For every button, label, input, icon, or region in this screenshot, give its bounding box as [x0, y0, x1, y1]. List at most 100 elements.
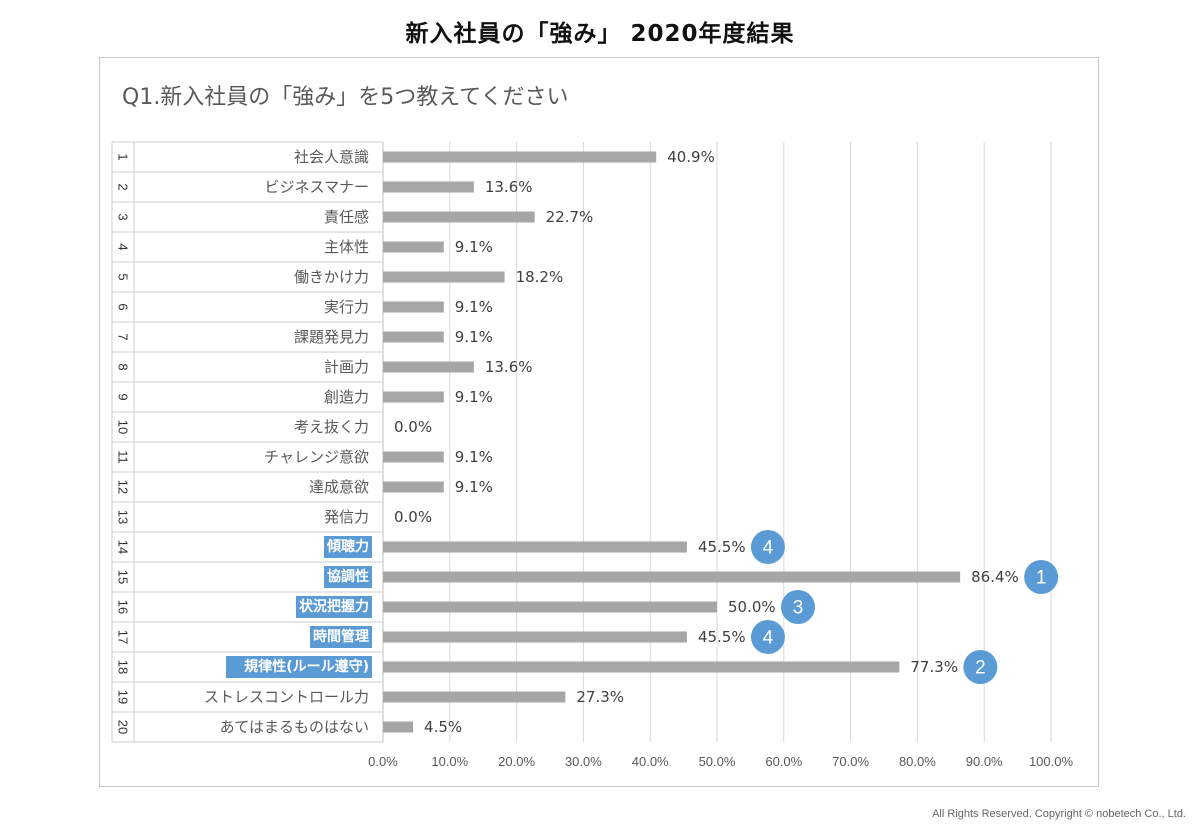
category-label: ストレスコントロール力	[204, 688, 369, 706]
category-label: 社会人意識	[294, 148, 369, 166]
value-label: 9.1%	[455, 448, 493, 466]
bar	[383, 151, 657, 163]
x-tick-label: 20.0%	[498, 754, 535, 769]
bar	[383, 691, 566, 703]
value-label: 9.1%	[455, 238, 493, 256]
rank-badge	[781, 590, 815, 624]
category-label: 協調性	[327, 568, 369, 585]
row-number: 5	[116, 273, 131, 280]
bar	[383, 571, 961, 583]
value-label: 18.2%	[516, 268, 564, 286]
bar	[383, 721, 414, 733]
category-label: 考え抜く力	[294, 418, 369, 436]
row-number: 10	[116, 420, 131, 434]
value-label: 86.4%	[971, 568, 1019, 586]
row-number: 6	[116, 303, 131, 310]
category-label: 傾聴力	[326, 538, 369, 555]
x-tick-label: 50.0%	[699, 754, 736, 769]
row-number: 13	[116, 510, 131, 524]
bar	[383, 181, 474, 193]
page-title: 新入社員の「強み」 2020年度結果	[405, 21, 795, 47]
rank-number: 3	[793, 598, 804, 619]
x-tick-label: 100.0%	[1029, 754, 1074, 769]
x-tick-label: 80.0%	[899, 754, 936, 769]
rank-number: 4	[763, 628, 774, 649]
x-tick-label: 10.0%	[431, 754, 468, 769]
x-tick-label: 30.0%	[565, 754, 602, 769]
category-label: 規律性(ルール遵守)	[244, 658, 369, 675]
category-label: 主体性	[324, 238, 369, 256]
category-label: 達成意欲	[309, 478, 369, 496]
rank-number: 4	[763, 538, 774, 559]
row-number: 19	[116, 690, 131, 704]
value-label: 9.1%	[455, 478, 493, 496]
highlight-label-background	[296, 596, 372, 618]
row-number: 12	[116, 480, 131, 494]
row-number: 8	[116, 363, 131, 370]
value-label: 27.3%	[576, 688, 624, 706]
value-label: 4.5%	[424, 718, 462, 736]
row-number: 4	[116, 243, 131, 250]
value-label: 50.0%	[728, 598, 776, 616]
chart-panel: Q1.新入社員の「強み」を5つ教えてください 1 社会人意識 40.9% 2 ビジネスマナ…	[99, 57, 1099, 787]
category-label: あてはまるものはない	[220, 718, 369, 736]
bar	[383, 211, 535, 223]
highlight-label-background	[310, 626, 372, 648]
bar-chart: Q1.新入社員の「強み」を5つ教えてください 1 社会人意識 40.9% 2 ビジネスマナ…	[111, 85, 1074, 769]
x-tick-label: 40.0%	[632, 754, 669, 769]
category-label: チャレンジ意欲	[264, 448, 369, 466]
x-tick-label: 70.0%	[832, 754, 869, 769]
value-label: 9.1%	[455, 388, 493, 406]
highlight-label-background	[324, 536, 372, 558]
value-label: 22.7%	[546, 208, 594, 226]
bar	[383, 601, 717, 613]
x-tick-label: 60.0%	[765, 754, 802, 769]
bar	[383, 271, 505, 283]
bar	[383, 331, 444, 343]
category-label: 創造力	[324, 388, 369, 406]
row-number: 16	[116, 600, 131, 614]
row-number: 20	[116, 720, 131, 734]
value-label: 45.5%	[698, 538, 746, 556]
value-label: 0.0%	[394, 508, 432, 526]
value-label: 9.1%	[455, 328, 493, 346]
rank-badge	[750, 530, 785, 564]
category-label: 課題発見力	[294, 328, 369, 346]
category-label: ビジネスマナー	[264, 178, 369, 196]
row-number: 15	[116, 570, 131, 584]
row-number: 2	[116, 183, 131, 190]
value-label: 13.6%	[485, 358, 533, 376]
value-label: 9.1%	[455, 298, 493, 316]
row-number: 17	[116, 630, 131, 644]
row-number: 11	[116, 450, 131, 464]
bar	[383, 541, 687, 553]
value-label: 45.5%	[698, 628, 746, 646]
highlight-label-background	[226, 656, 372, 678]
category-label: 実行力	[324, 298, 369, 316]
row-number: 9	[116, 393, 131, 400]
bar	[383, 481, 444, 493]
x-tick-label: 0.0%	[368, 754, 398, 769]
bar	[383, 631, 687, 643]
category-label: 責任感	[324, 208, 369, 226]
bar	[383, 391, 444, 403]
row-number: 1	[116, 153, 131, 160]
value-label: 13.6%	[485, 178, 533, 196]
value-label: 40.9%	[667, 148, 715, 166]
rank-number: 2	[975, 658, 986, 679]
chart-title: Q1.新入社員の「強み」を5つ教えてください	[122, 85, 569, 110]
rank-badge	[750, 620, 785, 654]
category-label: 働きかけ力	[294, 268, 369, 286]
category-label: 発信力	[324, 508, 369, 526]
row-number: 3	[116, 213, 131, 220]
copyright-notice: All Rights Reserved. Copyright © nobetec…	[932, 808, 1186, 820]
row-number: 18	[116, 660, 131, 674]
bar	[383, 241, 444, 253]
bar	[383, 301, 444, 313]
highlight-label-background	[324, 566, 372, 588]
row-number: 14	[116, 540, 131, 554]
category-label: 計画力	[324, 358, 369, 376]
x-tick-label: 90.0%	[966, 754, 1003, 769]
bar	[383, 361, 474, 373]
rank-badge	[1024, 560, 1059, 594]
